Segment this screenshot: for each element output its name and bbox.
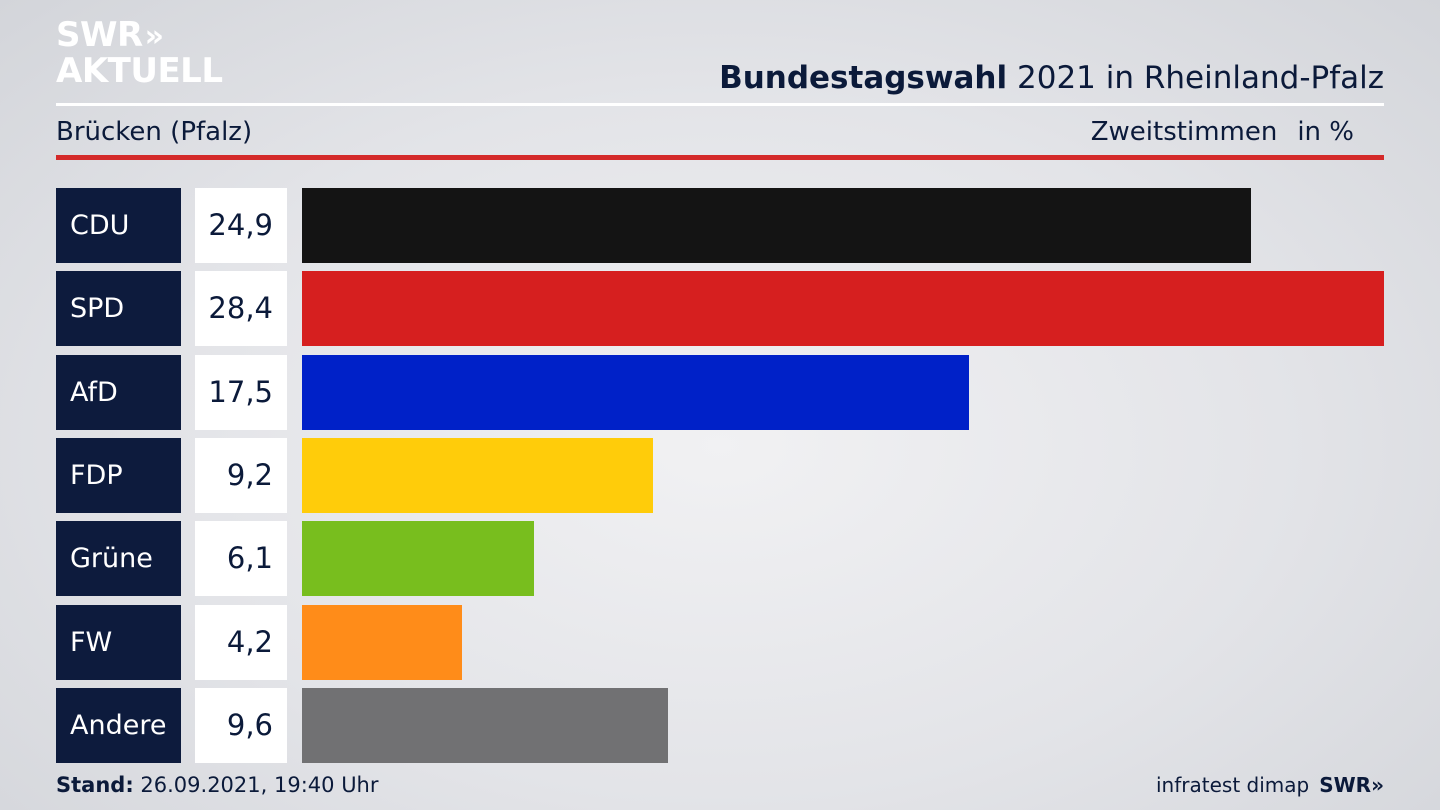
party-label: SPD	[56, 271, 181, 346]
logo-line2: AKTUELL	[56, 51, 223, 91]
page-title: Bundestagswahl 2021 in Rheinland-Pfalz	[719, 58, 1384, 98]
swr-brand-logo: SWR»	[1319, 773, 1384, 797]
header-divider	[56, 103, 1384, 106]
bar	[302, 355, 969, 430]
region-subtitle: Brücken (Pfalz)	[56, 117, 253, 147]
value-label: 24,9	[195, 188, 287, 263]
value-label: 17,5	[195, 355, 287, 430]
source-label: infratest dimap	[1156, 773, 1310, 797]
title-rest: 2021 in Rheinland-Pfalz	[1017, 60, 1384, 96]
bar	[302, 188, 1251, 263]
party-label: FDP	[56, 438, 181, 513]
party-label: Andere	[56, 688, 181, 763]
stand-label: Stand:	[56, 773, 134, 797]
title-bold: Bundestagswahl	[719, 60, 1008, 96]
bar	[302, 271, 1384, 346]
value-label: 6,1	[195, 521, 287, 596]
bar	[302, 605, 462, 680]
value-label: 9,6	[195, 688, 287, 763]
bar	[302, 438, 653, 513]
party-label: Grüne	[56, 521, 181, 596]
measure-text: Zweitstimmen	[1090, 117, 1278, 147]
logo-line1: SWR	[56, 15, 143, 55]
party-label: CDU	[56, 188, 181, 263]
swr-aktuell-logo: SWR» AKTUELL	[56, 16, 226, 90]
bar	[302, 521, 534, 596]
stand-value: 26.09.2021, 19:40 Uhr	[140, 773, 379, 797]
value-label: 28,4	[195, 271, 287, 346]
accent-divider	[56, 155, 1384, 160]
measure-label: Zweitstimmen in %	[1091, 114, 1354, 150]
footer-stand: Stand: 26.09.2021, 19:40 Uhr	[56, 770, 379, 800]
party-label: AfD	[56, 355, 181, 430]
unit-text: in %	[1297, 117, 1354, 147]
footer-source: infratest dimap SWR»	[1156, 770, 1384, 800]
value-label: 9,2	[195, 438, 287, 513]
bar	[302, 688, 668, 763]
party-label: FW	[56, 605, 181, 680]
value-label: 4,2	[195, 605, 287, 680]
